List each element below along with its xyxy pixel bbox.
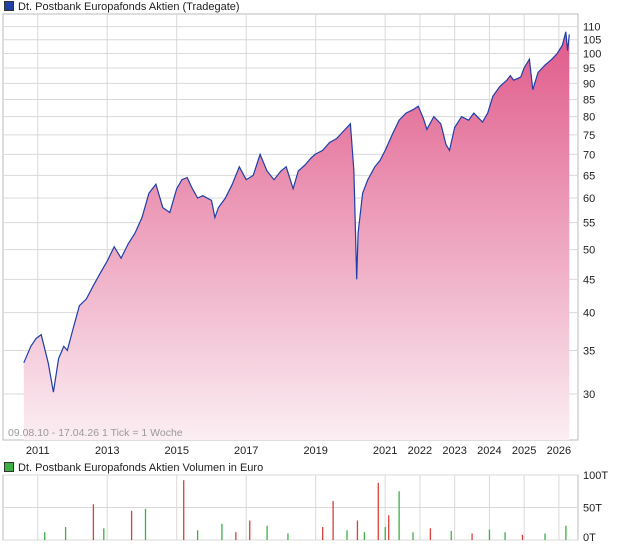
price-chart-title: Dt. Postbank Europafonds Aktien (Tradega… xyxy=(18,1,240,13)
price-y-tick-label: 95 xyxy=(583,63,595,75)
volume-bar xyxy=(130,510,133,540)
price-y-tick-label: 65 xyxy=(583,170,595,182)
volume-y-tick-label: 100T xyxy=(583,470,608,482)
price-y-tick-label: 105 xyxy=(583,35,601,47)
volume-bar xyxy=(450,530,452,540)
price-y-tick-label: 110 xyxy=(583,22,601,34)
price-y-tick-label: 30 xyxy=(583,389,595,401)
volume-y-tick-label: 0T xyxy=(583,532,596,544)
price-y-tick-label: 70 xyxy=(583,149,595,161)
volume-chart-title: Dt. Postbank Europafonds Aktien Volumen … xyxy=(18,462,264,474)
price-legend-swatch xyxy=(4,1,14,11)
volume-bar xyxy=(322,527,324,540)
volume-bar xyxy=(471,533,473,540)
price-y-tick-label: 45 xyxy=(583,274,595,286)
volume-bar xyxy=(103,528,105,540)
price-y-tick-label: 80 xyxy=(583,112,595,124)
x-tick-label: 2013 xyxy=(95,445,119,457)
volume-bar xyxy=(388,515,390,540)
volume-bar xyxy=(429,528,432,540)
x-tick-label: 2015 xyxy=(164,445,188,457)
volume-bar xyxy=(384,527,386,540)
volume-bar xyxy=(92,504,95,540)
price-y-tick-label: 55 xyxy=(583,218,595,230)
price-y-tick-label: 85 xyxy=(583,94,595,106)
volume-bar xyxy=(144,508,147,540)
price-area xyxy=(23,31,570,441)
price-y-tick-label: 90 xyxy=(583,78,595,90)
volume-bar xyxy=(504,532,506,540)
price-y-tick-label: 100 xyxy=(583,49,601,61)
volume-y-tick-label: 50T xyxy=(583,503,602,515)
price-line xyxy=(23,31,570,393)
x-tick-label: 2011 xyxy=(26,445,50,457)
volume-bar xyxy=(221,523,223,540)
price-y-tick-label: 60 xyxy=(583,193,595,205)
volume-bar xyxy=(398,491,400,540)
price-y-tick-label: 50 xyxy=(583,245,595,257)
x-tick-label: 2021 xyxy=(373,445,397,457)
volume-bar xyxy=(565,525,567,540)
price-y-tick-label: 35 xyxy=(583,345,595,357)
volume-bar xyxy=(64,527,67,540)
volume-bar xyxy=(346,530,348,540)
date-range-label: 09.08.10 - 17.04.26 1 Tick = 1 Woche xyxy=(8,427,183,439)
volume-bar xyxy=(196,530,199,540)
volume-bar xyxy=(544,533,546,540)
price-y-tick-label: 40 xyxy=(583,308,595,320)
price-legend: Dt. Postbank Europafonds Aktien (Tradega… xyxy=(4,0,240,14)
volume-bar xyxy=(332,501,334,540)
volume-bar xyxy=(249,520,251,540)
x-tick-label: 2025 xyxy=(512,445,536,457)
volume-bar xyxy=(356,520,359,540)
volume-bar xyxy=(363,532,366,540)
volume-bar xyxy=(183,480,185,540)
x-tick-label: 2017 xyxy=(234,445,258,457)
price-y-tick-label: 75 xyxy=(583,130,595,142)
volume-bar xyxy=(44,532,46,540)
x-tick-label: 2019 xyxy=(303,445,327,457)
volume-bar xyxy=(287,533,289,540)
volume-bar xyxy=(235,532,237,540)
volume-legend-swatch xyxy=(4,462,14,472)
x-tick-label: 2024 xyxy=(477,445,501,457)
x-tick-label: 2026 xyxy=(547,445,571,457)
volume-bar xyxy=(488,529,491,540)
x-tick-label: 2022 xyxy=(408,445,432,457)
volume-bar xyxy=(377,482,379,540)
volume-legend: Dt. Postbank Europafonds Aktien Volumen … xyxy=(4,461,263,475)
volume-bar xyxy=(521,534,524,540)
x-tick-label: 2023 xyxy=(442,445,466,457)
volume-bar xyxy=(412,532,414,540)
volume-bar xyxy=(266,525,268,540)
